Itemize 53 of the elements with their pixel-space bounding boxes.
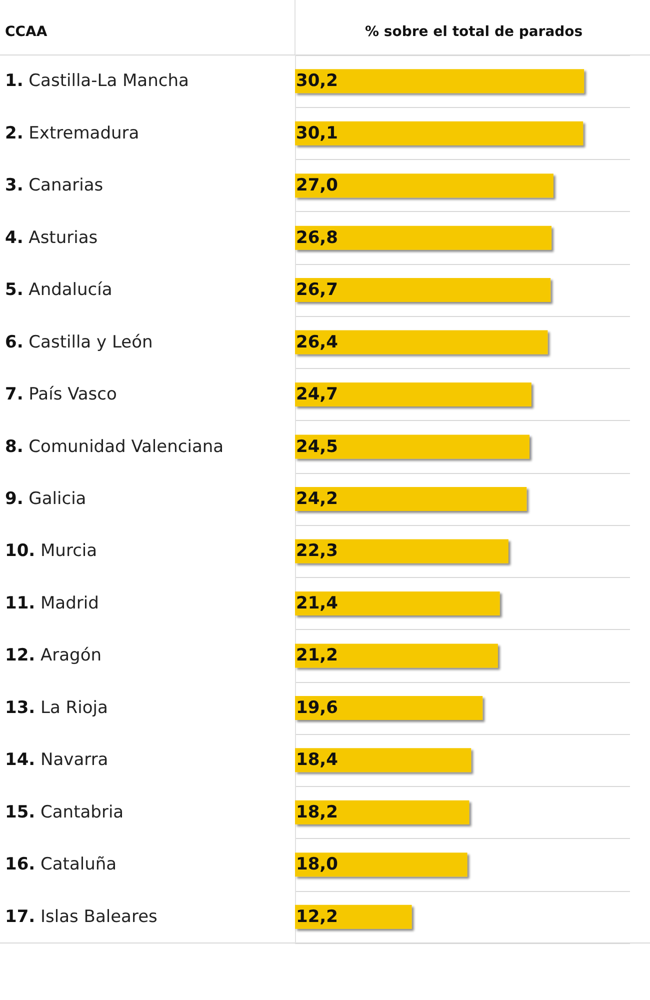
bar: [295, 278, 551, 302]
y-axis-title: CCAA: [5, 24, 48, 40]
x-axis-title: % sobre el total de parados: [365, 24, 583, 40]
data-label: 24,7: [296, 384, 338, 405]
data-label: 30,1: [296, 123, 338, 144]
y-tick-label: 11. Madrid: [5, 593, 99, 614]
y-tick-label: 9. Galicia: [5, 489, 86, 509]
data-label: 24,5: [296, 436, 338, 457]
data-label: 12,2: [296, 906, 338, 927]
y-tick-label: 2. Extremadura: [5, 123, 140, 144]
bar: [295, 800, 470, 824]
y-tick-label: 8. Comunidad Valenciana: [5, 436, 224, 457]
y-tick-label: 1. Castilla-La Mancha: [5, 71, 189, 92]
bar: [295, 121, 584, 146]
data-label: 26,7: [296, 280, 338, 300]
data-label: 22,3: [296, 541, 338, 562]
bar: [295, 174, 554, 198]
bar: [295, 539, 508, 564]
bar: [295, 434, 530, 459]
y-tick-label: 5. Andalucía: [5, 280, 112, 300]
bar: [295, 226, 552, 250]
data-label: 21,2: [296, 646, 338, 666]
data-label: 24,2: [296, 489, 338, 509]
y-tick-label: 13. La Rioja: [5, 698, 108, 718]
y-tick-label: 10. Murcia: [5, 541, 98, 562]
y-tick-label: 17. Islas Baleares: [5, 906, 158, 927]
y-tick-label: 14. Navarra: [5, 750, 108, 770]
y-tick-label: 6. Castilla y León: [5, 332, 153, 352]
y-tick-label: 3. Canarias: [5, 176, 104, 196]
bar: [295, 591, 500, 616]
y-tick-label: 15. Cantabria: [5, 802, 124, 822]
bar: [295, 748, 472, 772]
bar: [295, 644, 498, 668]
data-label: 19,6: [296, 698, 338, 718]
bar: [295, 69, 584, 94]
bar: [295, 852, 468, 877]
bar: [295, 382, 532, 407]
bar: [295, 487, 527, 511]
data-label: 18,4: [296, 750, 338, 770]
bar: [295, 904, 412, 929]
data-label: 26,4: [296, 332, 338, 352]
data-label: 27,0: [296, 176, 338, 196]
data-label: 26,8: [296, 228, 338, 248]
bar: [295, 696, 483, 720]
bar: [295, 330, 548, 354]
data-label: 18,2: [296, 802, 338, 822]
data-label: 30,2: [296, 71, 338, 92]
y-tick-label: 7. País Vasco: [5, 384, 117, 405]
y-tick-label: 12. Aragón: [5, 646, 102, 666]
data-label: 21,4: [296, 593, 338, 614]
y-tick-label: 4. Asturias: [5, 228, 98, 248]
y-tick-label: 16. Cataluña: [5, 854, 117, 875]
data-label: 18,0: [296, 854, 338, 875]
